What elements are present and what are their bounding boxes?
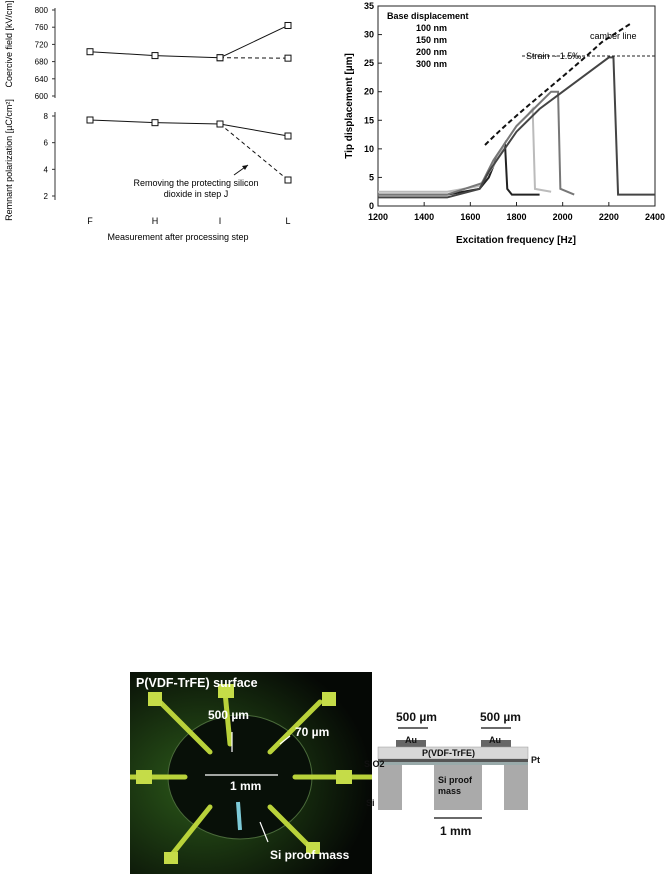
annotation-arrowhead <box>242 165 248 170</box>
strain-label: Strain ~ 1.5‰ <box>526 51 581 61</box>
device-schematic: 500 µm 500 µm Au Au P(VDF-TrFE) Pt SiO2 … <box>364 700 666 870</box>
coercive-series-0 <box>89 25 289 59</box>
legend-entry: 300 nm <box>416 59 447 69</box>
remnant-point <box>151 119 159 127</box>
left-figure: 600 640 680 720 760 800 Coercive field [kV/cm… <box>4 0 292 242</box>
right-xtick-label: 2200 <box>599 212 619 222</box>
schematic-sio2: SiO2 <box>364 759 385 769</box>
remnant-ylabel: Remnant polarization [µC/cm²] <box>4 99 14 221</box>
right-ytick-label: 25 <box>364 58 374 68</box>
remnant-point <box>284 176 292 184</box>
right-xtick-label: 2000 <box>553 212 573 222</box>
coercive-ytick-label: 720 <box>35 40 49 49</box>
remnant-point <box>216 120 224 128</box>
schematic-dim-left: 500 µm <box>396 710 437 724</box>
coercive-ytick-label: 640 <box>35 75 49 84</box>
coercive-point <box>284 54 292 62</box>
right-xtick-label: 1400 <box>414 212 434 222</box>
coercive-ytick-label: 800 <box>35 6 49 15</box>
left-xtick-label: F <box>87 216 93 226</box>
right-ytick-label: 0 <box>369 201 374 211</box>
schematic-pvdf: P(VDF-TrFE) <box>422 748 475 758</box>
schematic-dim-bottom: 1 mm <box>440 824 472 838</box>
series-line-300-nm <box>378 56 655 199</box>
right-ylabel: Tip displacement [µm] <box>344 53 355 159</box>
device-photo: P(VDF-TrFE) surface 500 µm 70 µm 1 mm Si… <box>130 672 372 874</box>
right-xlabel: Excitation frequency [Hz] <box>456 235 576 246</box>
left-xtick-label: H <box>152 216 159 226</box>
right-ytick-label: 15 <box>364 115 374 125</box>
coercive-point <box>151 52 159 60</box>
right-figure: 1200 1400 1600 1800 2000 2200 2400 0 5 10 15 20 25 30… <box>344 1 665 246</box>
coercive-ytick-label: 760 <box>35 23 49 32</box>
right-ytick-label: 10 <box>364 144 374 154</box>
right-ytick-label: 30 <box>364 30 374 40</box>
right-xtick-label: 1800 <box>506 212 526 222</box>
series-line-200-nm <box>378 90 575 196</box>
left-xlabel: Measurement after processing step <box>107 232 248 242</box>
legend: 100 nm 150 nm 200 nm 300 nm <box>416 23 447 69</box>
right-ytick-label: 35 <box>364 1 374 11</box>
schematic-au-left: Au <box>405 735 417 745</box>
remnant-point <box>86 116 94 124</box>
series-line-100-nm <box>378 139 540 196</box>
camber-label: camber line <box>590 31 637 41</box>
schematic-drawing <box>377 727 529 819</box>
coercive-ytick-label: 600 <box>35 92 49 101</box>
photo-label-70um: 70 µm <box>295 725 330 739</box>
coercive-ylabel: Coercive field [kV/cm] <box>4 0 14 87</box>
photo-drawing <box>130 672 372 874</box>
legend-entry: 150 nm <box>416 35 447 45</box>
remnant-ytick-label: 6 <box>44 139 49 148</box>
coercive-point <box>216 54 224 62</box>
right-xtick-label: 1200 <box>368 212 388 222</box>
camber-line <box>484 23 631 146</box>
remnant-series-1 <box>219 123 289 181</box>
schematic-dim-right: 500 µm <box>480 710 521 724</box>
schematic-proof-mass: Si proof mass <box>438 775 472 796</box>
schematic-pt: Pt <box>531 755 540 765</box>
photo-label-proof-mass: Si proof mass <box>270 848 350 862</box>
legend-title: Base displacement <box>387 11 469 21</box>
remnant-series-0 <box>89 119 289 137</box>
coercive-field-chart: 600 640 680 720 760 800 Coercive field [kV/cm… <box>4 0 292 101</box>
remnant-ytick-label: 2 <box>44 192 49 201</box>
left-xtick-label: L <box>285 216 290 226</box>
right-ytick-label: 20 <box>364 87 374 97</box>
right-ytick-label: 5 <box>369 172 374 182</box>
remnant-ytick-label: 8 <box>44 112 49 121</box>
coercive-point <box>86 48 94 56</box>
schematic-au-right: Au <box>489 735 501 745</box>
schematic-si: Si <box>366 798 375 808</box>
remnant-ytick-label: 4 <box>44 165 49 174</box>
remnant-point <box>284 132 292 140</box>
annotation-text: Removing the protecting silicon dioxide i… <box>133 178 258 199</box>
photo-label-1mm: 1 mm <box>230 779 262 793</box>
right-xtick-label: 2400 <box>645 212 665 222</box>
left-xtick-label: I <box>219 216 222 226</box>
legend-entry: 200 nm <box>416 47 447 57</box>
coercive-point <box>284 21 292 29</box>
photo-label-500um: 500 µm <box>208 708 249 722</box>
legend-entry: 100 nm <box>416 23 447 33</box>
coercive-ytick-label: 680 <box>35 58 49 67</box>
right-xtick-label: 1600 <box>460 212 480 222</box>
series-line-150-nm <box>378 106 552 193</box>
photo-title: P(VDF-TrFE) surface <box>136 676 258 690</box>
